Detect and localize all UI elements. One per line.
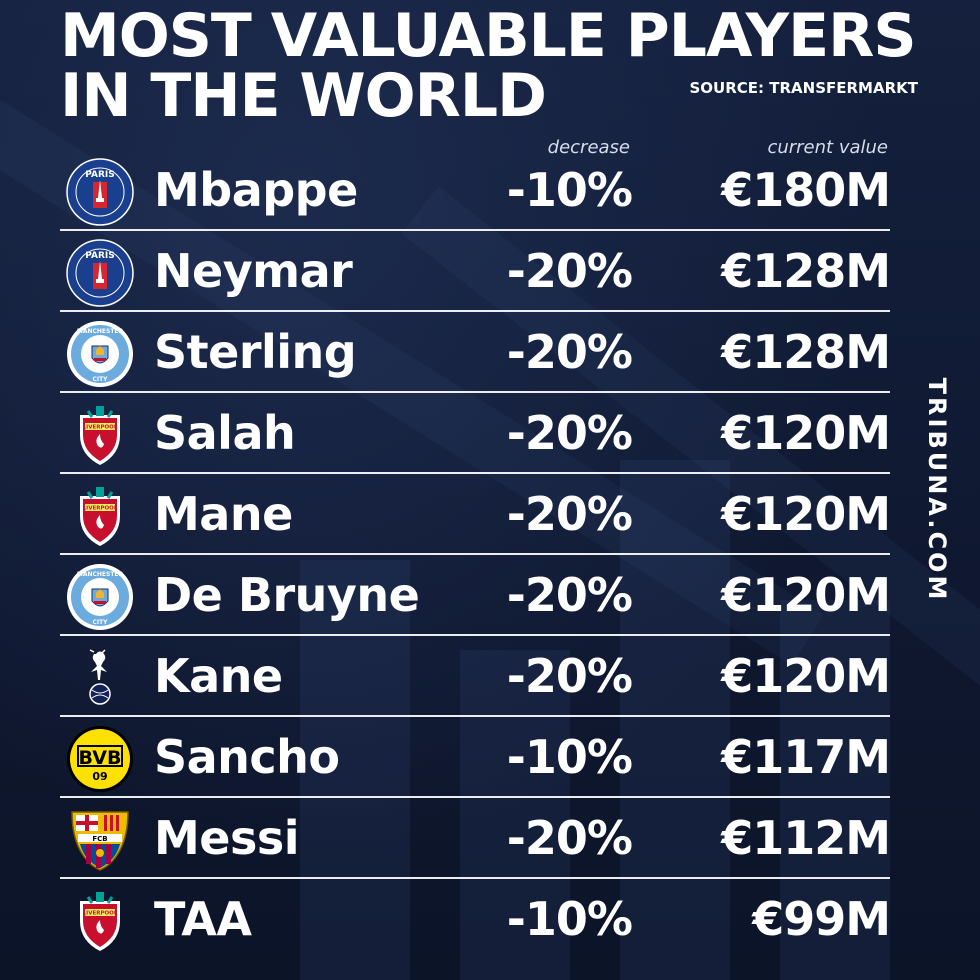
player-name: TAA xyxy=(154,892,252,946)
tottenham-crest-icon xyxy=(66,644,134,712)
player-row: PARIS Mbappe -10% €180M xyxy=(60,150,891,231)
player-decrease: -10% xyxy=(506,730,633,784)
player-name: Sancho xyxy=(154,730,340,784)
player-row: MANCHESTER CITY De Bruyne -20% €120M xyxy=(60,555,891,636)
watermark: TRIBUNA.COM xyxy=(923,377,951,603)
player-name: Neymar xyxy=(154,244,353,298)
psg-crest-icon: PARIS xyxy=(66,239,134,307)
player-value: €180M xyxy=(721,163,891,217)
player-row: FCB Messi -20% €112M xyxy=(60,798,891,879)
player-value: €128M xyxy=(721,244,891,298)
player-value: €120M xyxy=(721,649,891,703)
player-value: €99M xyxy=(752,892,891,946)
player-value: €120M xyxy=(721,568,891,622)
svg-text:LIVERPOOL: LIVERPOOL xyxy=(83,911,118,917)
player-decrease: -20% xyxy=(506,325,633,379)
player-name: Salah xyxy=(154,406,296,460)
player-decrease: -20% xyxy=(506,406,633,460)
svg-text:PARIS: PARIS xyxy=(85,170,115,180)
svg-text:MANCHESTER: MANCHESTER xyxy=(77,328,124,335)
player-row: LIVERPOOL Mane -20% €120M xyxy=(60,474,891,555)
liverpool-crest-icon: LIVERPOOL xyxy=(66,887,134,955)
player-value: €120M xyxy=(721,406,891,460)
decrease-column-header: decrease xyxy=(547,137,630,158)
svg-text:FCB: FCB xyxy=(92,835,107,843)
player-value: €112M xyxy=(721,811,891,865)
barcelona-crest-icon: FCB xyxy=(66,806,134,874)
svg-text:09: 09 xyxy=(92,770,107,783)
svg-text:MANCHESTER: MANCHESTER xyxy=(77,571,124,578)
title-line-2: IN THE WORLD xyxy=(60,61,547,131)
player-row: LIVERPOOL Salah -20% €120M xyxy=(60,393,891,474)
player-row: MANCHESTER CITY Sterling -20% €128M xyxy=(60,312,891,393)
svg-text:LIVERPOOL: LIVERPOOL xyxy=(83,425,118,431)
current-value-column-header: current value xyxy=(767,137,888,158)
player-row: BVB 09 Sancho -10% €117M xyxy=(60,717,891,798)
player-name: De Bruyne xyxy=(154,568,420,622)
man-city-crest-icon: MANCHESTER CITY xyxy=(66,320,134,388)
man-city-crest-icon: MANCHESTER CITY xyxy=(66,563,134,631)
player-row: LIVERPOOL TAA -10% €99M xyxy=(60,879,891,960)
player-name: Messi xyxy=(154,811,300,865)
svg-text:LIVERPOOL: LIVERPOOL xyxy=(83,506,118,512)
svg-text:BVB: BVB xyxy=(79,747,122,769)
player-decrease: -20% xyxy=(506,244,633,298)
player-value: €128M xyxy=(721,325,891,379)
player-value: €120M xyxy=(721,487,891,541)
player-name: Mbappe xyxy=(154,163,358,217)
liverpool-crest-icon: LIVERPOOL xyxy=(66,401,134,469)
player-value: €117M xyxy=(721,730,891,784)
source-label: SOURCE: TRANSFERMARKT xyxy=(689,79,919,97)
svg-text:PARIS: PARIS xyxy=(85,251,115,261)
dortmund-crest-icon: BVB 09 xyxy=(66,725,134,793)
player-row: Kane -20% €120M xyxy=(60,636,891,717)
liverpool-crest-icon: LIVERPOOL xyxy=(66,482,134,550)
player-decrease: -20% xyxy=(506,568,633,622)
player-decrease: -20% xyxy=(506,811,633,865)
title-line-1: MOST VALUABLE PLAYERS xyxy=(60,1,917,71)
player-name: Sterling xyxy=(154,325,357,379)
player-list: PARIS Mbappe -10% €180M PARIS Neymar -20… xyxy=(60,150,891,960)
player-name: Mane xyxy=(154,487,293,541)
player-decrease: -20% xyxy=(506,649,633,703)
player-decrease: -20% xyxy=(506,487,633,541)
player-row: PARIS Neymar -20% €128M xyxy=(60,231,891,312)
page-title: MOST VALUABLE PLAYERS IN THE WORLD xyxy=(60,1,917,131)
player-decrease: -10% xyxy=(506,163,633,217)
svg-text:CITY: CITY xyxy=(92,619,108,626)
player-name: Kane xyxy=(154,649,283,703)
player-decrease: -10% xyxy=(506,892,633,946)
svg-text:CITY: CITY xyxy=(92,376,108,383)
psg-crest-icon: PARIS xyxy=(66,158,134,226)
